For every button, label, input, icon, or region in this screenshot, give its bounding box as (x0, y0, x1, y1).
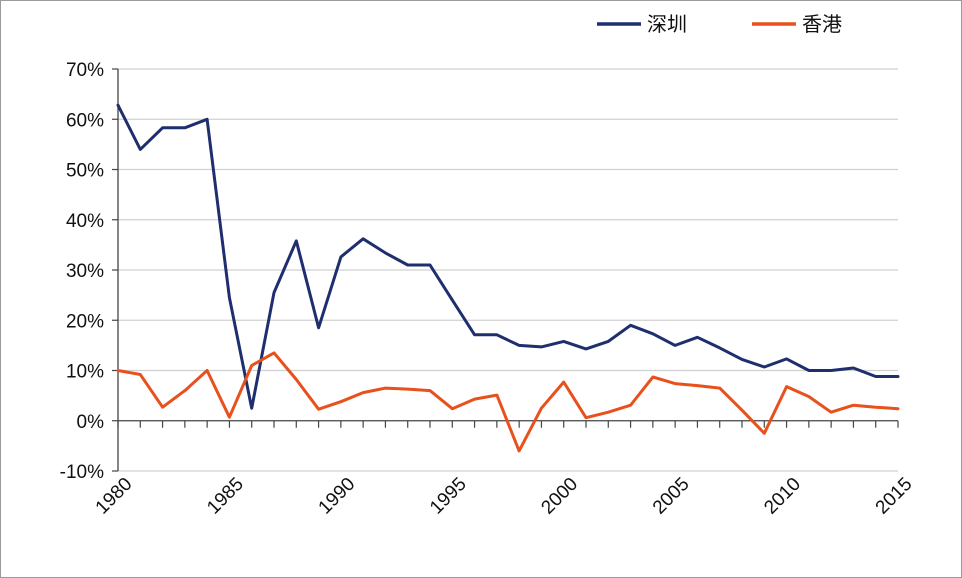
y-tick-label-0: 70% (66, 60, 104, 81)
y-tick-label-2: 50% (66, 161, 104, 182)
x-tick-label-3: 1995 (426, 474, 471, 519)
legend-label-shenzhen: 深圳 (647, 12, 687, 36)
x-tick-label-7: 2015 (872, 474, 917, 519)
y-tick-label-8: -10% (60, 462, 104, 483)
x-tick-label-5: 2005 (649, 474, 694, 519)
series-lines (116, 103, 900, 453)
legend-label-hongkong: 香港 (802, 12, 842, 36)
series-line-0 (116, 103, 900, 410)
x-axis-ticks: 1980 1985 1990 1995 2000 2005 2010 2015 (92, 474, 917, 519)
x-tick-label-1: 1985 (203, 474, 248, 519)
legend: 深圳 香港 (597, 12, 842, 36)
y-tick-label-5: 20% (66, 311, 104, 332)
y-tick-label-3: 40% (66, 211, 104, 232)
gridlines (118, 68, 898, 472)
x-tick-label-2: 1990 (315, 474, 360, 519)
x-tick-label-6: 2010 (760, 474, 805, 519)
y-tick-label-1: 60% (66, 110, 104, 131)
x-tick-label-4: 2000 (537, 474, 582, 519)
y-tick-label-7: 0% (77, 412, 105, 433)
y-axis-ticks: 70% 60% 50% 40% 30% 20% 10% 0% -10% (60, 60, 104, 483)
y-tick-label-6: 10% (66, 362, 104, 383)
series-line-1 (116, 351, 900, 453)
y-tick-label-4: 30% (66, 261, 104, 282)
